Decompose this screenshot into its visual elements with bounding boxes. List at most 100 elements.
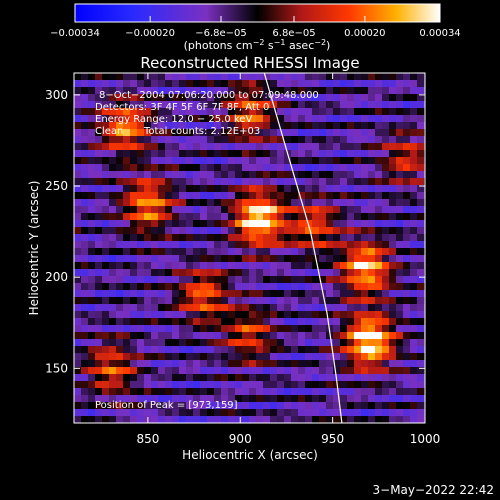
heatmap-cell — [228, 192, 236, 200]
heatmap-cell — [298, 129, 306, 137]
heatmap-cell — [361, 262, 369, 270]
heatmap-cell — [193, 213, 201, 221]
heatmap-cell — [214, 276, 222, 284]
heatmap-cell — [347, 192, 355, 200]
heatmap-cell — [130, 80, 138, 88]
heatmap-cell — [333, 290, 341, 298]
heatmap-cell — [389, 94, 397, 102]
heatmap-cell — [361, 353, 369, 361]
heatmap-cell — [305, 234, 313, 242]
heatmap-cell — [312, 192, 320, 200]
heatmap-cell — [340, 206, 348, 214]
heatmap-cell — [137, 311, 145, 319]
heatmap-cell — [214, 402, 222, 410]
heatmap-cell — [403, 73, 411, 81]
heatmap-cell — [123, 178, 131, 186]
heatmap-cell — [74, 94, 82, 102]
heatmap-cell — [109, 227, 117, 235]
heatmap-cell — [242, 276, 250, 284]
heatmap-cell — [81, 374, 89, 382]
heatmap-cell — [207, 101, 215, 109]
heatmap-cell — [214, 409, 222, 417]
heatmap-cell — [375, 220, 383, 228]
heatmap-cell — [179, 220, 187, 228]
heatmap-cell — [298, 185, 306, 193]
heatmap-cell — [123, 94, 131, 102]
heatmap-cell — [256, 276, 264, 284]
heatmap-cell — [200, 227, 208, 235]
heatmap-cell — [116, 374, 124, 382]
heatmap-cell — [347, 220, 355, 228]
heatmap-cell — [284, 297, 292, 305]
heatmap-cell — [221, 332, 229, 340]
heatmap-cell — [123, 325, 131, 333]
heatmap-cell — [193, 402, 201, 410]
heatmap-cell — [200, 122, 208, 130]
heatmap-cell — [88, 290, 96, 298]
heatmap-cell — [200, 409, 208, 417]
heatmap-cell — [165, 164, 173, 172]
heatmap-cell — [382, 297, 390, 305]
heatmap-cell — [368, 262, 376, 270]
heatmap-cell — [375, 409, 383, 417]
heatmap-cell — [130, 185, 138, 193]
heatmap-cell — [179, 360, 187, 368]
heatmap-cell — [291, 402, 299, 410]
heatmap-cell — [193, 227, 201, 235]
heatmap-cell — [200, 136, 208, 144]
heatmap-cell — [319, 73, 327, 81]
heatmap-cell — [102, 325, 110, 333]
heatmap-cell — [312, 416, 320, 423]
heatmap-cell — [270, 234, 278, 242]
heatmap-cell — [333, 129, 341, 137]
heatmap-cell — [116, 234, 124, 242]
heatmap-cell — [382, 185, 390, 193]
heatmap-cell — [382, 304, 390, 312]
heatmap-cell — [221, 381, 229, 389]
heatmap-cell — [270, 290, 278, 298]
heatmap-cell — [368, 143, 376, 151]
heatmap-cell — [81, 297, 89, 305]
heatmap-cell — [193, 80, 201, 88]
heatmap-cell — [417, 381, 425, 389]
y-tick-label: 150 — [45, 361, 68, 375]
heatmap-cell — [333, 332, 341, 340]
heatmap-cell — [403, 360, 411, 368]
heatmap-cell — [81, 129, 89, 137]
heatmap-cell — [263, 262, 271, 270]
heatmap-cell — [74, 108, 82, 116]
heatmap-cell — [193, 108, 201, 116]
heatmap-cell — [116, 150, 124, 158]
heatmap-cell — [396, 304, 404, 312]
heatmap-cell — [116, 192, 124, 200]
heatmap-cell — [214, 87, 222, 95]
heatmap-cell — [228, 325, 236, 333]
heatmap-cell — [389, 332, 397, 340]
heatmap-cell — [340, 136, 348, 144]
heatmap-cell — [88, 150, 96, 158]
heatmap-cell — [158, 416, 166, 423]
heatmap-cell — [375, 353, 383, 361]
heatmap-cell — [88, 416, 96, 423]
heatmap-cell — [249, 136, 257, 144]
heatmap-cell — [158, 157, 166, 165]
heatmap-cell — [326, 234, 334, 242]
heatmap-cell — [375, 213, 383, 221]
heatmap-cell — [347, 157, 355, 165]
heatmap-cell — [109, 87, 117, 95]
y-tick-label: 250 — [45, 179, 68, 193]
heatmap-cell — [417, 269, 425, 277]
heatmap-cell — [256, 290, 264, 298]
heatmap-cell — [291, 325, 299, 333]
heatmap-cell — [74, 367, 82, 375]
heatmap-cell — [109, 108, 117, 116]
heatmap-cell — [403, 297, 411, 305]
heatmap-cell — [158, 283, 166, 291]
heatmap-cell — [221, 213, 229, 221]
heatmap-cell — [263, 346, 271, 354]
heatmap-cell — [137, 332, 145, 340]
heatmap-cell — [249, 255, 257, 263]
heatmap-cell — [74, 185, 82, 193]
heatmap-cell — [249, 206, 257, 214]
heatmap-cell — [368, 178, 376, 186]
